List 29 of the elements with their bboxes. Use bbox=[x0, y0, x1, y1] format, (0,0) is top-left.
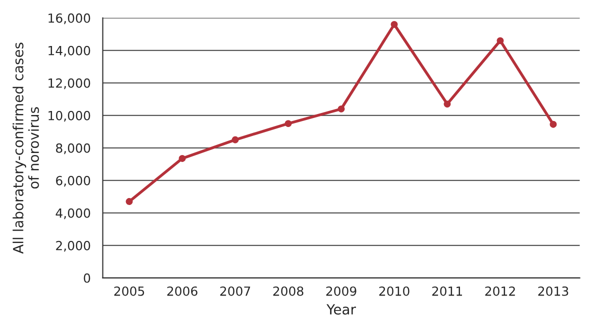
point bbox=[338, 105, 345, 112]
point bbox=[550, 120, 557, 128]
point bbox=[390, 20, 398, 28]
y-tick-label: 16,000 bbox=[48, 13, 90, 24]
x-tick-label: 2011 bbox=[432, 286, 462, 296]
point bbox=[178, 154, 186, 162]
x-tick-label: 2010 bbox=[379, 286, 410, 296]
y-tick-label: 6,000 bbox=[56, 176, 90, 187]
x-tick-label: 2006 bbox=[167, 286, 198, 296]
y-tick-label: 10,000 bbox=[48, 110, 90, 122]
y-tick-label: 2,000 bbox=[56, 240, 90, 252]
x-tick-label: 2008 bbox=[273, 286, 304, 296]
x-tick-label: 2005 bbox=[114, 286, 144, 296]
y-tick-label: 14,000 bbox=[48, 46, 90, 57]
x-axis-title: Year bbox=[326, 304, 356, 315]
point bbox=[496, 37, 504, 44]
y-tick-label: 0 bbox=[84, 273, 90, 283]
x-tick-label: 2013 bbox=[538, 286, 568, 296]
point bbox=[444, 100, 451, 108]
y-tick-label: 12,000 bbox=[48, 78, 90, 90]
point bbox=[126, 198, 133, 205]
x-tick-label: 2012 bbox=[485, 286, 515, 296]
point bbox=[284, 120, 292, 128]
y-tick-label: 8,000 bbox=[56, 143, 90, 154]
x-tick-label: 2009 bbox=[326, 286, 356, 296]
y-tick-label: 4,000 bbox=[56, 208, 90, 220]
y-axis-title: All laboratory-confirmed cases of norovirus bbox=[12, 42, 39, 254]
x-tick-label: 2007 bbox=[220, 286, 250, 296]
point bbox=[232, 136, 239, 144]
